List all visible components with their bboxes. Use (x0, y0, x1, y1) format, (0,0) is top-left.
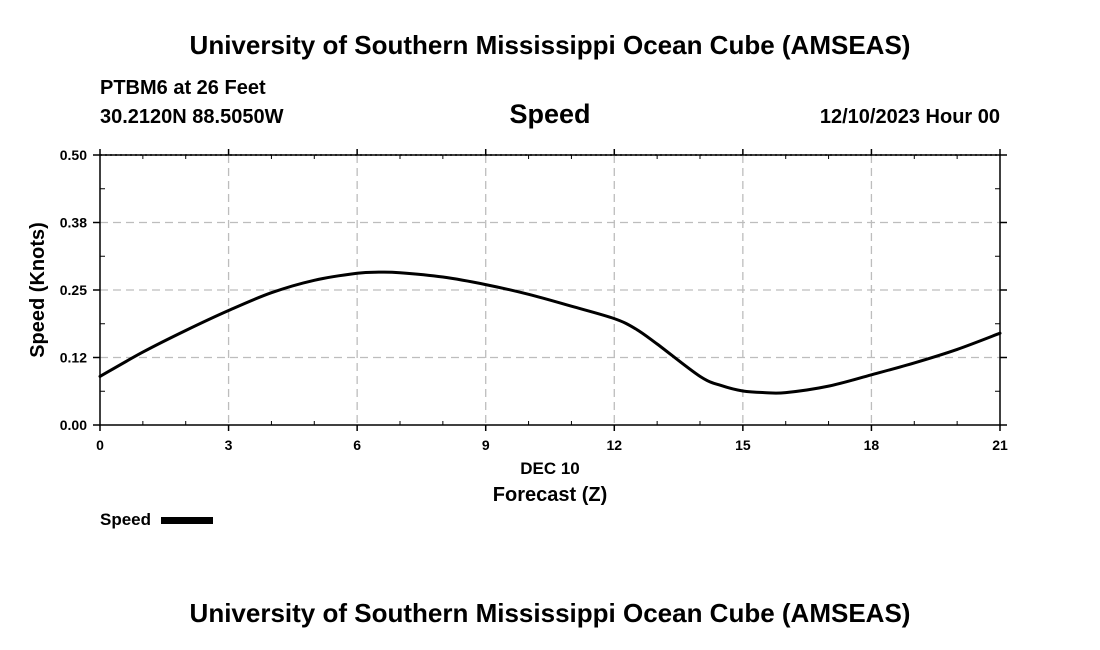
x-tick-label: 3 (225, 437, 233, 453)
y-tick-label: 0.25 (60, 282, 87, 298)
speed-series-line (98, 270, 1002, 395)
x-tick-label: 21 (992, 437, 1008, 453)
y-axis-title: Speed (Knots) (27, 222, 49, 358)
grid-lines (100, 155, 1000, 425)
y-tick-label: 0.50 (60, 147, 87, 163)
x-tick-label: 12 (606, 437, 622, 453)
x-tick-label: 18 (864, 437, 880, 453)
station-label: PTBM6 at 26 Feet (100, 77, 266, 99)
x-axis-date-label: DEC 10 (520, 459, 580, 478)
y-tick-label: 0.00 (60, 417, 87, 433)
legend-label: Speed (100, 510, 152, 529)
x-tick-label: 6 (353, 437, 361, 453)
x-axis-title: Forecast (Z) (493, 484, 607, 506)
forecast-datetime: 12/10/2023 Hour 00 (819, 106, 1000, 128)
axis-ticks (93, 149, 1007, 431)
legend-swatch (161, 517, 213, 524)
footer-title: University of Southern Mississippi Ocean… (189, 598, 911, 628)
y-tick-label: 0.12 (60, 350, 87, 366)
tick-labels: 0 3 6 9 12 15 18 21 0.00 0.12 0.25 0.38 0.50 (60, 147, 1008, 453)
x-tick-label: 15 (735, 437, 751, 453)
x-tick-label: 0 (96, 437, 104, 453)
chart-title: Speed (509, 99, 591, 129)
report-title: University of Southern Mississippi Ocean… (189, 30, 911, 60)
x-tick-label: 9 (482, 437, 490, 453)
y-tick-label: 0.38 (60, 215, 87, 231)
coordinates-label: 30.2120N 88.5050W (100, 106, 284, 128)
